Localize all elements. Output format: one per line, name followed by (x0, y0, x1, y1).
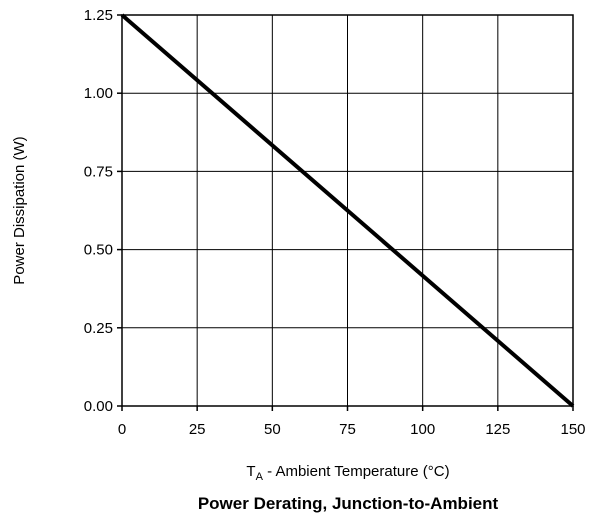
y-axis-ticks: 0.00 0.25 0.50 0.75 1.00 1.25 (84, 7, 122, 415)
x-tick-label: 100 (410, 421, 435, 438)
x-axis-title-symbol: T (246, 463, 255, 480)
y-tick-label: 1.25 (84, 7, 113, 24)
x-axis-title: TA - Ambient Temperature (°C) (246, 463, 449, 483)
x-tick-label: 25 (189, 421, 206, 438)
y-tick-label: 1.00 (84, 85, 113, 102)
y-tick-label: 0.75 (84, 163, 113, 180)
y-axis-title: Power Dissipation (W) (11, 136, 28, 284)
chart-title: Power Derating, Junction-to-Ambient (198, 494, 499, 513)
x-axis-title-text: - Ambient Temperature (°C) (263, 463, 450, 480)
grid (122, 15, 573, 406)
x-tick-label: 125 (485, 421, 510, 438)
series-layer (120, 13, 575, 408)
y-tick-label: 0.00 (84, 398, 113, 415)
x-axis-title-subscript: A (256, 471, 264, 483)
x-tick-label: 150 (560, 421, 585, 438)
x-tick-label: 75 (339, 421, 356, 438)
x-tick-label: 0 (118, 421, 126, 438)
x-tick-label: 50 (264, 421, 281, 438)
series-line (120, 13, 575, 408)
x-axis-ticks: 0 25 50 75 100 125 150 (118, 406, 586, 438)
y-tick-label: 0.25 (84, 320, 113, 337)
y-tick-label: 0.50 (84, 242, 113, 259)
